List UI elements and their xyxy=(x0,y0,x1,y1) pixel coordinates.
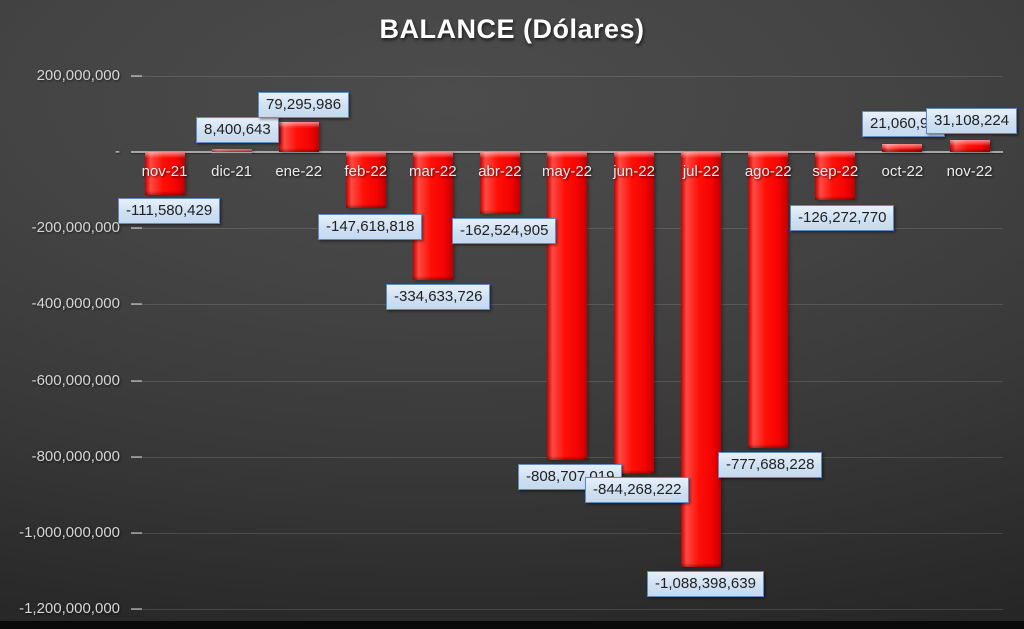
axis-tick xyxy=(131,380,142,382)
x-axis-label-nov-22: nov-22 xyxy=(946,163,993,180)
y-axis-tick-label: 200,000,000 xyxy=(36,67,120,84)
bar-may-22 xyxy=(547,152,587,461)
data-label-feb-22: -147,618,818 xyxy=(318,214,423,240)
bar-sep-22 xyxy=(815,152,856,201)
axis-tick xyxy=(131,227,142,229)
data-label-abr-22: -162,524,905 xyxy=(452,218,557,244)
bar-jul-22 xyxy=(681,152,722,567)
y-axis-tick-label: -400,000,000 xyxy=(31,295,120,312)
x-axis-label-ene-22: ene-22 xyxy=(275,163,323,180)
data-label-sep-22: -126,272,770 xyxy=(790,205,895,231)
y-axis-tick-label: -1,200,000,000 xyxy=(19,600,120,617)
x-axis-label-feb-22: feb-22 xyxy=(344,163,388,180)
axis-tick xyxy=(131,75,142,77)
data-label-nov-21: -111,580,429 xyxy=(118,198,221,224)
y-axis-tick-label: - xyxy=(115,143,120,160)
x-axis-label-abr-22: abr-22 xyxy=(478,163,522,180)
bar-dic-21 xyxy=(211,147,252,156)
zero-axis-line xyxy=(131,150,1003,153)
x-axis-label-jun-22: jun-22 xyxy=(613,163,655,180)
data-label-mar-22: -334,633,726 xyxy=(386,284,491,310)
axis-tick xyxy=(131,532,142,534)
x-axis-label-jul-22: jul-22 xyxy=(682,163,720,180)
bar-oct-22 xyxy=(882,144,923,152)
gridline xyxy=(131,609,1003,610)
gridline xyxy=(131,76,1003,77)
chart-title: BALANCE (Dólares) xyxy=(379,14,645,44)
x-axis-label-ago-22: ago-22 xyxy=(744,163,792,180)
bar-jun-22 xyxy=(614,152,655,474)
axis-tick xyxy=(131,456,142,458)
bar-ene-22 xyxy=(278,121,319,153)
data-label-dic-21: 8,400,643 xyxy=(196,117,279,143)
x-axis-label-dic-21: dic-21 xyxy=(211,163,253,180)
x-axis-label-nov-21: nov-21 xyxy=(141,163,188,180)
y-axis-tick-label: -800,000,000 xyxy=(31,448,120,465)
bar-abr-22 xyxy=(479,152,520,214)
y-axis-tick-label: -600,000,000 xyxy=(31,372,120,389)
x-axis-label-oct-22: oct-22 xyxy=(881,163,924,180)
bar-ago-22 xyxy=(748,152,789,449)
y-axis-tick-label: -1,000,000,000 xyxy=(19,524,120,541)
axis-tick xyxy=(131,608,142,610)
x-axis-label-may-22: may-22 xyxy=(541,163,593,180)
data-label-jun-22: -844,268,222 xyxy=(585,477,690,503)
data-label-ene-22: 79,295,986 xyxy=(258,92,350,118)
x-axis-label-sep-22: sep-22 xyxy=(812,163,859,180)
bar-nov-21 xyxy=(144,152,185,195)
x-axis-label-mar-22: mar-22 xyxy=(409,163,457,180)
data-label-ago-22: -777,688,228 xyxy=(718,452,823,478)
data-label-nov-22: 31,108,224 xyxy=(926,108,1018,134)
data-label-jul-22: -1,088,398,639 xyxy=(647,571,764,597)
bottom-band xyxy=(0,621,1024,629)
y-axis-tick-label: -200,000,000 xyxy=(31,219,120,236)
axis-tick xyxy=(131,303,142,305)
bar-feb-22 xyxy=(345,152,386,209)
bar-nov-22 xyxy=(949,140,990,152)
gridline xyxy=(131,533,1003,534)
